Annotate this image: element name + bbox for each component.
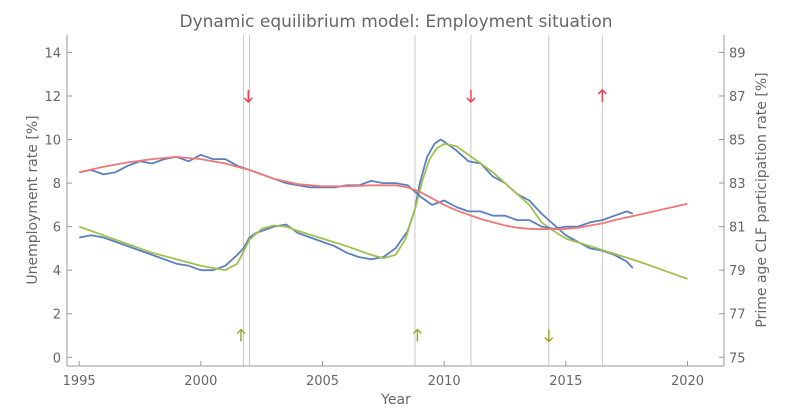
y-left-tick-label: 6 [53,221,61,236]
arrow-up [597,88,607,102]
arrow-down [466,89,476,104]
arrow-down [544,329,554,343]
x-tick-label: 2015 [549,374,582,389]
x-axis-label: Year [380,392,411,408]
y-right-tick-label: 85 [729,134,746,149]
chart-title: Dynamic equilibrium model: Employment si… [179,12,612,32]
y-right-tick-label: 81 [729,221,746,236]
y-left-tick-label: 12 [44,90,61,105]
y-left-tick-label: 0 [53,351,61,366]
arrow-markers [236,88,607,343]
y-left-tick-label: 4 [53,264,61,279]
arrow-head [236,328,246,335]
y-right-tick-label: 79 [729,264,746,279]
y-right-tick-label: 77 [729,308,746,323]
plot-frame [66,35,725,367]
series-line [79,155,688,231]
y-right-tick-label: 87 [729,90,746,105]
y-left-tick-label: 14 [44,46,61,61]
series-group [78,138,688,280]
arrow-up [236,328,246,342]
y-right-tick-label: 75 [729,351,746,366]
x-tick-label: 2000 [184,374,217,389]
y-left-tick-label: 2 [53,308,61,323]
y-axis-left-label: Unemployment rate [%] [25,115,41,284]
arrow-head [243,97,253,104]
arrow-head [466,97,476,104]
y-left-tick-label: 10 [44,134,61,149]
arrow-head [544,336,554,343]
y-right-tick-label: 83 [729,177,746,192]
series-line [79,138,634,272]
x-tick-label: 1995 [63,374,96,389]
y-axis-right-label: Prime age CLF participation rate [%] [754,72,770,327]
y-left-tick-label: 8 [53,177,61,192]
arrow-head [597,88,607,95]
axis-ticks: 1995 2000 2005 2010 2015 2020 0 2 4 6 8 10 12 14 75 77 7… [44,46,745,389]
x-tick-label: 2010 [428,374,461,389]
y-right-tick-label: 89 [729,46,746,61]
arrow-head [412,328,422,335]
arrow-down [243,89,253,104]
arrow-up [412,328,422,342]
x-tick-label: 2020 [671,374,704,389]
x-tick-label: 2005 [306,374,339,389]
